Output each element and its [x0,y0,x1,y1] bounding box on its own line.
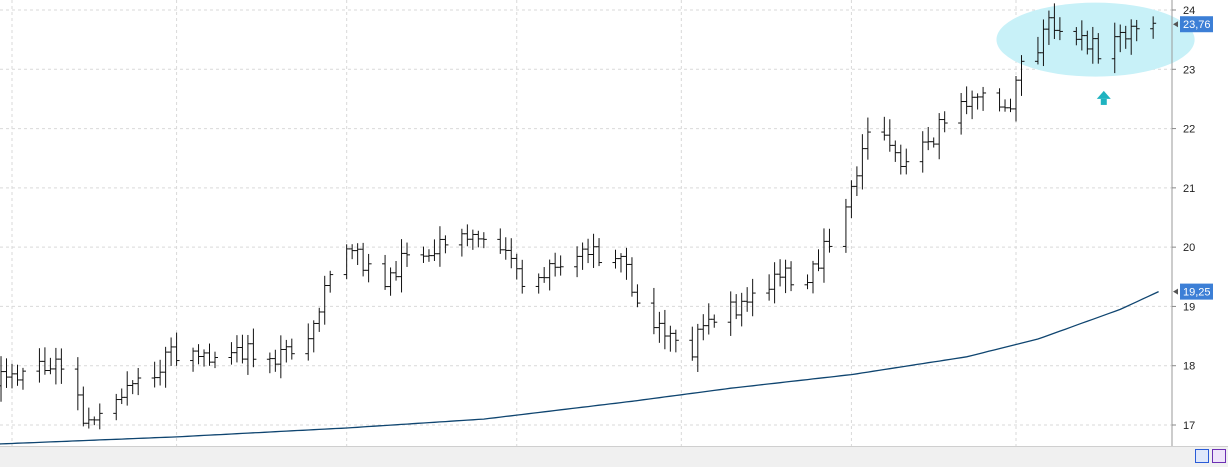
ohlc-bar [711,314,718,328]
ohlc-bar [1056,17,1063,41]
ohlc-bar [788,261,795,292]
highlight-ellipse [996,2,1195,77]
ohlc-bar [864,117,871,160]
ohlc-bar [1018,55,1025,96]
save-icon[interactable] [1212,449,1226,463]
ohlc-bar [404,242,411,267]
ohlc-bar [634,284,641,308]
ohlc-bar [480,232,487,249]
y-tick-label: 22 [1183,124,1195,136]
layout-toggle-icon[interactable] [1195,449,1209,463]
ohlc-bar [288,338,295,360]
last-price-tag [1180,16,1213,33]
ohlc-bar [557,255,564,276]
ma-value-label: 19,25 [1183,287,1211,299]
y-tick-label: 21 [1183,183,1195,195]
y-tick-label: 20 [1183,242,1195,254]
y-tick-label: 23 [1183,64,1195,76]
up-arrow-icon [1096,90,1111,105]
moving-average-line [0,291,1159,445]
ohlc-bar [596,238,603,267]
ohlc-bar [903,148,910,175]
ohlc-bar [672,329,679,353]
ohlc-bar [365,253,372,283]
bottom-toolbar [0,446,1228,467]
ma-value-tag [1180,283,1213,300]
corner-icons [1195,449,1226,463]
ohlc-bar [173,332,180,366]
plot-background [0,0,1172,446]
price-tags: 23,76 19,25 [1173,16,1213,300]
ohlc-bar [250,328,257,368]
grid-lines [0,0,1172,446]
ohlc-bar [1133,19,1140,42]
ohlc-bar [96,403,103,430]
ohlc-bar [980,86,987,111]
ma-marker-icon [1173,288,1178,295]
ohlc-bar [135,367,142,396]
ohlc-bar [826,228,833,253]
ohlc-bar [19,367,26,390]
price-series [0,3,1157,430]
ohlc-bar [211,351,218,369]
ohlc-bar [941,111,948,133]
ohlc-bar [749,278,756,317]
last-price-label: 23,76 [1183,19,1211,31]
moving-average-series [0,291,1159,445]
ohlc-bar [327,270,334,293]
y-tick-label: 24 [1183,5,1195,17]
ohlc-bar [1150,16,1157,39]
y-tick-label: 18 [1183,361,1195,373]
y-tick-label: 17 [1183,420,1195,432]
last-price-marker-icon [1173,21,1178,28]
ohlc-bar [519,259,526,294]
ohlc-bar [442,235,449,254]
ohlc-bar [58,348,65,384]
y-axis: 17 18 19 20 21 22 23 24 [1172,5,1195,432]
y-tick-label: 19 [1183,301,1195,313]
ohlc-bar [1095,33,1102,64]
